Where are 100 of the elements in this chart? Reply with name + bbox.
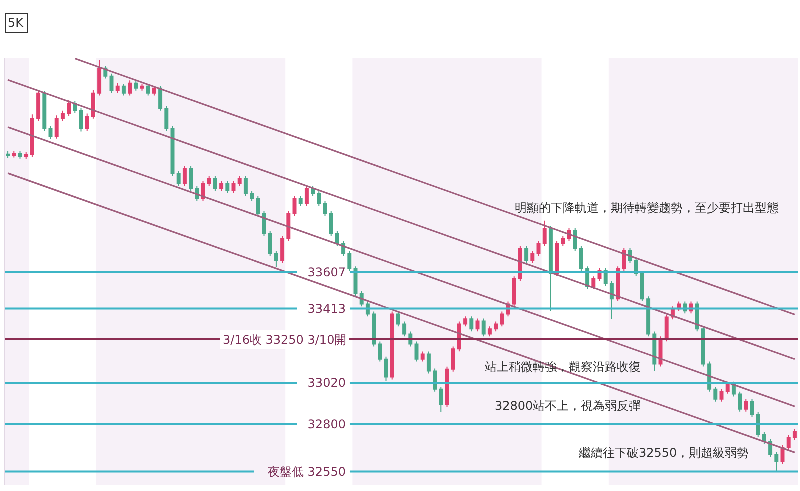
- candlestick: [323, 200, 328, 217]
- candlestick: [420, 351, 425, 362]
- candlestick: [42, 90, 47, 132]
- candlestick: [378, 341, 382, 362]
- candlestick: [91, 90, 96, 120]
- candlestick: [616, 266, 620, 302]
- candlestick: [67, 100, 72, 117]
- candlestick: [433, 368, 438, 392]
- ref-line-label: 3/16收 33250 3/10開: [223, 333, 347, 347]
- candlestick: [164, 105, 169, 132]
- candlestick: [36, 90, 41, 122]
- candlestick: [250, 190, 254, 202]
- candlestick: [451, 346, 456, 372]
- candlestick: [610, 281, 614, 320]
- candlestick: [152, 85, 156, 96]
- candlestick: [12, 150, 16, 158]
- candlestick: [298, 196, 303, 207]
- candlestick: [470, 316, 474, 332]
- candlestick: [720, 388, 724, 402]
- candlestick: [207, 176, 212, 187]
- candlestick: [390, 311, 394, 380]
- candlestick: [280, 236, 285, 264]
- candlestick: [622, 248, 626, 272]
- candlestick: [561, 236, 566, 247]
- candlestick: [304, 186, 309, 207]
- candlestick: [317, 190, 322, 207]
- candlestick: [176, 170, 181, 187]
- candlestick: [774, 452, 779, 472]
- candlestick: [220, 180, 224, 192]
- candlestick: [579, 246, 584, 272]
- candlestick: [439, 386, 444, 413]
- y-tick-label: 33020: [308, 376, 346, 390]
- candlestick: [268, 230, 272, 257]
- candlestick: [548, 226, 553, 312]
- candlestick: [555, 240, 560, 277]
- candlestick: [292, 196, 297, 217]
- candlestick: [30, 114, 34, 158]
- annotation: 明顯的下降軌道，期待轉變趨勢，至少要打出型態: [515, 201, 779, 215]
- candlestick: [414, 341, 419, 362]
- candlestick: [756, 412, 760, 438]
- candlestick: [536, 240, 541, 257]
- y-tick-label: 32800: [308, 418, 346, 432]
- candlestick: [542, 220, 547, 247]
- candlestick: [476, 318, 480, 332]
- candlestick: [226, 180, 230, 194]
- candlestick: [274, 250, 278, 268]
- candlestick: [786, 434, 791, 451]
- candlestick: [329, 210, 334, 237]
- candlestick: [714, 386, 718, 402]
- candlestick: [85, 113, 90, 132]
- candlestick: [372, 311, 376, 348]
- candlestick: [494, 321, 498, 332]
- y-tick-label: 33607: [308, 265, 346, 280]
- candlestick: [213, 176, 218, 192]
- candlestick: [48, 126, 53, 140]
- candlestick: [116, 83, 120, 94]
- candlestick: [122, 84, 126, 96]
- candlestick: [592, 276, 596, 290]
- annotation: 32800站不上，視為弱反彈: [495, 399, 642, 413]
- candlestick: [18, 150, 22, 160]
- candlestick: [701, 326, 706, 368]
- candlestick: [98, 60, 102, 96]
- y-tick-label: 夜盤低 32550: [268, 464, 346, 479]
- candlestick: [488, 326, 492, 338]
- candlestick: [762, 432, 766, 444]
- candlestick: [640, 271, 644, 302]
- candlestick: [426, 351, 431, 374]
- candlestick: [189, 166, 194, 192]
- candlestick: [744, 398, 748, 412]
- candlestick: [402, 321, 407, 338]
- candlestick: [244, 176, 248, 197]
- candlestick: [146, 84, 150, 96]
- candlestick: [238, 176, 242, 187]
- candlestick: [530, 250, 535, 264]
- candlestick: [60, 110, 65, 122]
- candlestick: [140, 83, 144, 92]
- candlestick: [232, 180, 236, 194]
- candlestick: [134, 80, 138, 92]
- candlestick: [652, 331, 657, 372]
- candlestick: [128, 80, 132, 96]
- candlestick: [286, 210, 291, 242]
- candlestick: [726, 381, 730, 394]
- y-tick-label: 33413: [308, 302, 346, 316]
- candlestick: [664, 314, 669, 342]
- candlestick: [158, 85, 163, 112]
- candlestick: [512, 276, 516, 308]
- candlestick: [24, 152, 28, 160]
- candlestick: [396, 311, 400, 328]
- candlestick: [646, 296, 651, 338]
- candlestick: [524, 246, 529, 264]
- candlestick: [482, 318, 486, 338]
- candlestick: [738, 391, 742, 412]
- candlestick: [256, 196, 260, 217]
- candlestick: [54, 115, 59, 140]
- candlestick: [348, 250, 352, 272]
- candlestick: [79, 108, 84, 132]
- candlestick: [500, 311, 504, 328]
- candlestick: [792, 428, 797, 441]
- candlestick: [335, 230, 340, 247]
- candlestick: [464, 316, 468, 328]
